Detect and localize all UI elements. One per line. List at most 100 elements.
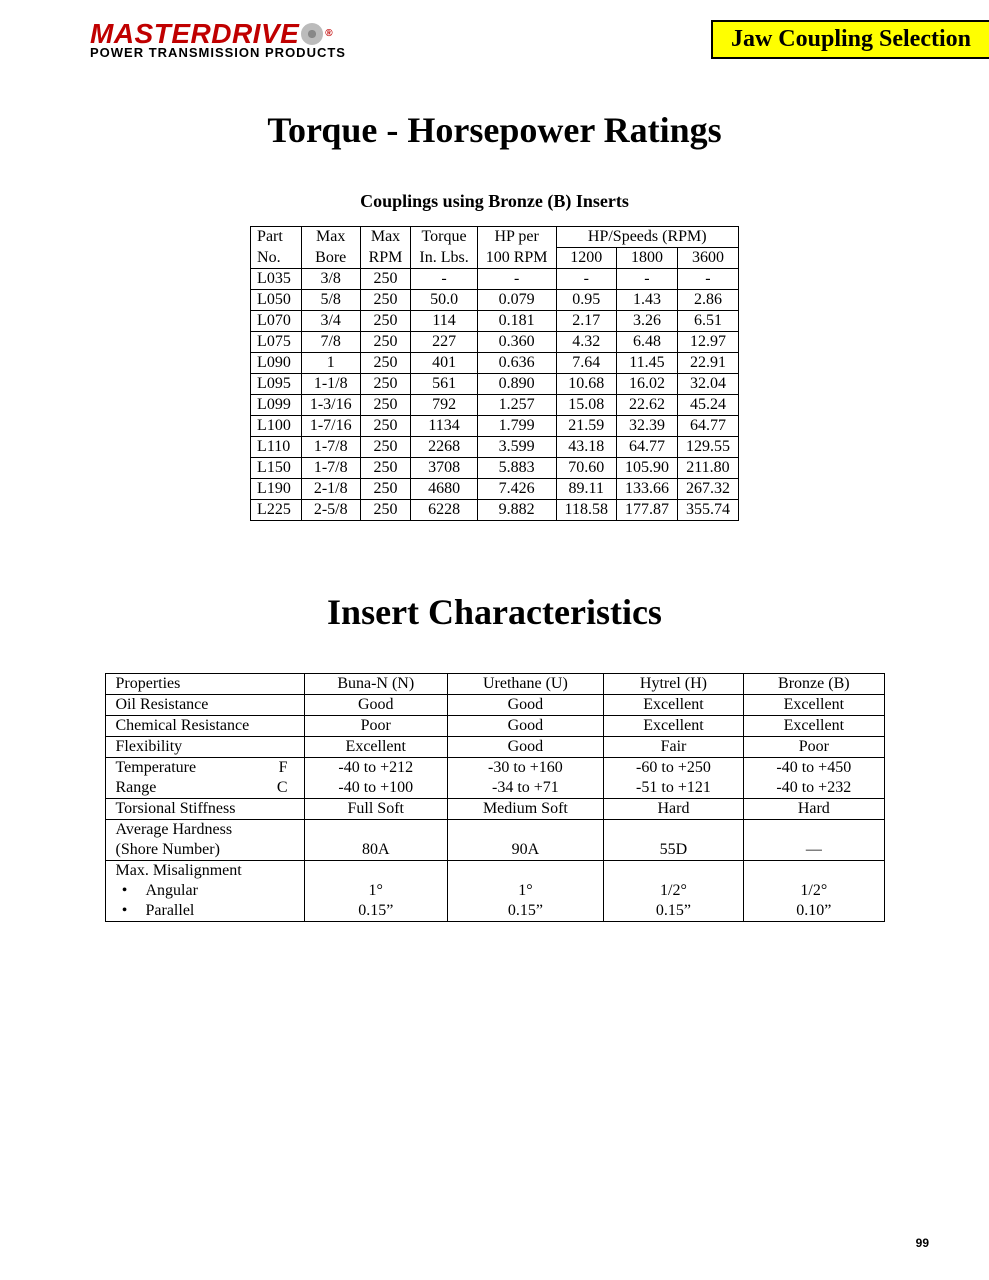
table-cell: 129.55 xyxy=(677,437,738,458)
table-cell: 2.17 xyxy=(556,311,616,332)
table-cell xyxy=(448,861,604,882)
table-cell: Hard xyxy=(603,799,743,820)
table-cell: 9.882 xyxy=(477,500,556,521)
table-cell: 250 xyxy=(360,458,411,479)
table-cell: L110 xyxy=(251,437,302,458)
table-cell: 3/4 xyxy=(301,311,360,332)
table-row: L09012504010.6367.6411.4522.91 xyxy=(251,353,739,374)
table-cell xyxy=(304,820,448,841)
table-row: L2252-5/825062289.882118.58177.87355.74 xyxy=(251,500,739,521)
table-row: L1101-7/825022683.59943.1864.77129.55 xyxy=(251,437,739,458)
table-cell: Poor xyxy=(304,716,448,737)
table-row: PropertiesBuna-N (N)Urethane (U)Hytrel (… xyxy=(105,674,884,695)
table-row: TemperatureF-40 to +212-30 to +160-60 to… xyxy=(105,758,884,779)
torque-col-header: Torque xyxy=(411,227,477,248)
table-row: Chemical ResistancePoorGoodExcellentExce… xyxy=(105,716,884,737)
table-cell: 43.18 xyxy=(556,437,616,458)
table-cell: 250 xyxy=(360,353,411,374)
table-cell: 0.181 xyxy=(477,311,556,332)
table-cell: L099 xyxy=(251,395,302,416)
table-cell: L090 xyxy=(251,353,302,374)
table-cell: 1-3/16 xyxy=(301,395,360,416)
torque-table-body: L0353/8250-----L0505/825050.00.0790.951.… xyxy=(251,269,739,521)
table-cell: L070 xyxy=(251,311,302,332)
table-cell: 0.15” xyxy=(304,901,448,922)
table-cell: 1-7/16 xyxy=(301,416,360,437)
table-cell: Excellent xyxy=(744,695,884,716)
table-cell: Hytrel (H) xyxy=(603,674,743,695)
table-cell: 3.26 xyxy=(616,311,677,332)
table-cell: L075 xyxy=(251,332,302,353)
table-cell: 21.59 xyxy=(556,416,616,437)
brand-tagline: POWER TRANSMISSION PRODUCTS xyxy=(90,46,346,59)
table-cell: 561 xyxy=(411,374,477,395)
table-cell: Fair xyxy=(603,737,743,758)
brand-disc-icon xyxy=(301,23,323,45)
table-row: L1501-7/825037085.88370.60105.90211.80 xyxy=(251,458,739,479)
table-cell: 2268 xyxy=(411,437,477,458)
table-cell: 792 xyxy=(411,395,477,416)
table-cell: -40 to +232 xyxy=(744,778,884,799)
table-row: L0991-3/162507921.25715.0822.6245.24 xyxy=(251,395,739,416)
table-cell: 6.51 xyxy=(677,311,738,332)
table-cell: - xyxy=(616,269,677,290)
page-title-1: Torque - Horsepower Ratings xyxy=(0,109,989,151)
table-row: L0951-1/82505610.89010.6816.0232.04 xyxy=(251,374,739,395)
table-cell: Full Soft xyxy=(304,799,448,820)
table-row: FlexibilityExcellentGoodFairPoor xyxy=(105,737,884,758)
table-cell: 0.890 xyxy=(477,374,556,395)
table-cell: Excellent xyxy=(304,737,448,758)
table-cell: 1/2° xyxy=(744,881,884,901)
table-cell: -40 to +450 xyxy=(744,758,884,779)
table-cell: L050 xyxy=(251,290,302,311)
table-cell: -40 to +212 xyxy=(304,758,448,779)
section-tag: Jaw Coupling Selection xyxy=(711,20,989,59)
table-cell: Properties xyxy=(105,674,304,695)
table-cell: Average Hardness xyxy=(105,820,304,841)
table-cell: L035 xyxy=(251,269,302,290)
table-cell: - xyxy=(411,269,477,290)
torque-col-header: Part xyxy=(251,227,302,248)
table-cell: L095 xyxy=(251,374,302,395)
table-cell: 250 xyxy=(360,290,411,311)
table-row: Torsional StiffnessFull SoftMedium SoftH… xyxy=(105,799,884,820)
table-cell: (Shore Number) xyxy=(105,840,304,861)
page-number: 99 xyxy=(916,1236,929,1250)
table-row: Max. Misalignment xyxy=(105,861,884,882)
table-cell: 89.11 xyxy=(556,479,616,500)
table-cell: - xyxy=(477,269,556,290)
table-row: L1902-1/825046807.42689.11133.66267.32 xyxy=(251,479,739,500)
table-cell: 250 xyxy=(360,395,411,416)
table-cell: 227 xyxy=(411,332,477,353)
brand-name: MASTERDRIVE xyxy=(90,20,299,48)
table-cell: 10.68 xyxy=(556,374,616,395)
table-cell: 250 xyxy=(360,332,411,353)
table-cell: 55D xyxy=(603,840,743,861)
table-row: L0353/8250----- xyxy=(251,269,739,290)
brand-logo: MASTERDRIVE ® POWER TRANSMISSION PRODUCT… xyxy=(90,20,346,59)
table-cell: 3/8 xyxy=(301,269,360,290)
table-cell: Chemical Resistance xyxy=(105,716,304,737)
table-cell: 3708 xyxy=(411,458,477,479)
table-row: (Shore Number)80A90A55D— xyxy=(105,840,884,861)
table-cell: L100 xyxy=(251,416,302,437)
table-cell: Bronze (B) xyxy=(744,674,884,695)
table-cell: 401 xyxy=(411,353,477,374)
table-cell: 0.079 xyxy=(477,290,556,311)
table-cell: - xyxy=(677,269,738,290)
table-cell: Buna-N (N) xyxy=(304,674,448,695)
table-cell: 250 xyxy=(360,479,411,500)
table-cell: 1134 xyxy=(411,416,477,437)
page-title-2: Insert Characteristics xyxy=(0,591,989,633)
table-cell xyxy=(603,861,743,882)
table-cell: 3.599 xyxy=(477,437,556,458)
table-cell: Hard xyxy=(744,799,884,820)
table-cell: 90A xyxy=(448,840,604,861)
table-cell: 15.08 xyxy=(556,395,616,416)
table-row: Oil ResistanceGoodGoodExcellentExcellent xyxy=(105,695,884,716)
torque-table: PartMaxMaxTorqueHP perHP/Speeds (RPM)No.… xyxy=(250,226,739,521)
table-cell: TemperatureF xyxy=(105,758,304,779)
torque-col-header: Max xyxy=(360,227,411,248)
table-cell: L150 xyxy=(251,458,302,479)
torque-col-subheader: 100 RPM xyxy=(477,248,556,269)
